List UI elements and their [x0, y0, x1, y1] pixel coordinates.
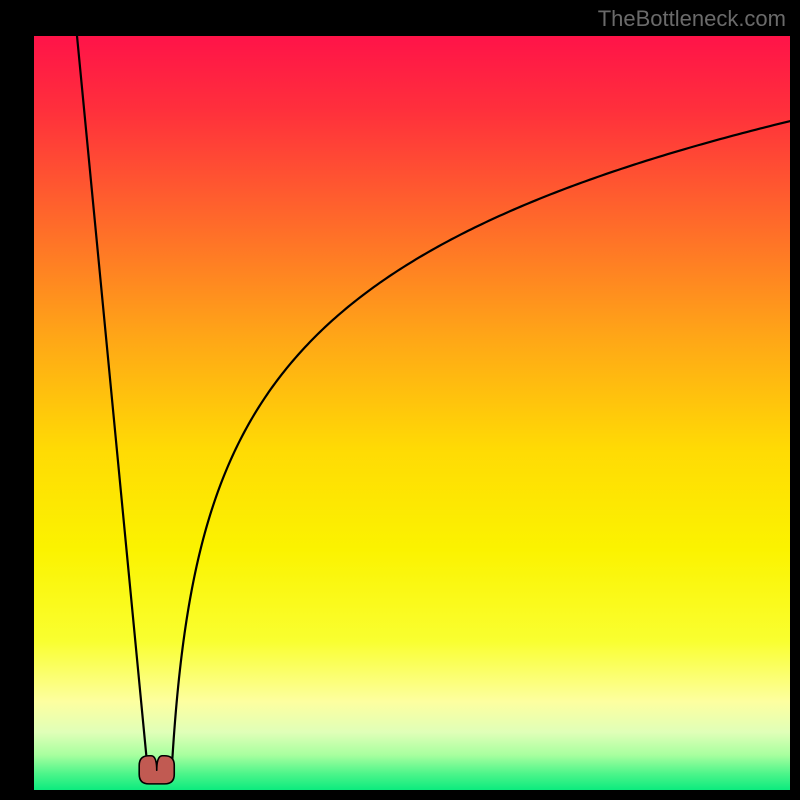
- watermark-text: TheBottleneck.com: [598, 6, 786, 32]
- plot-frame: [28, 30, 796, 796]
